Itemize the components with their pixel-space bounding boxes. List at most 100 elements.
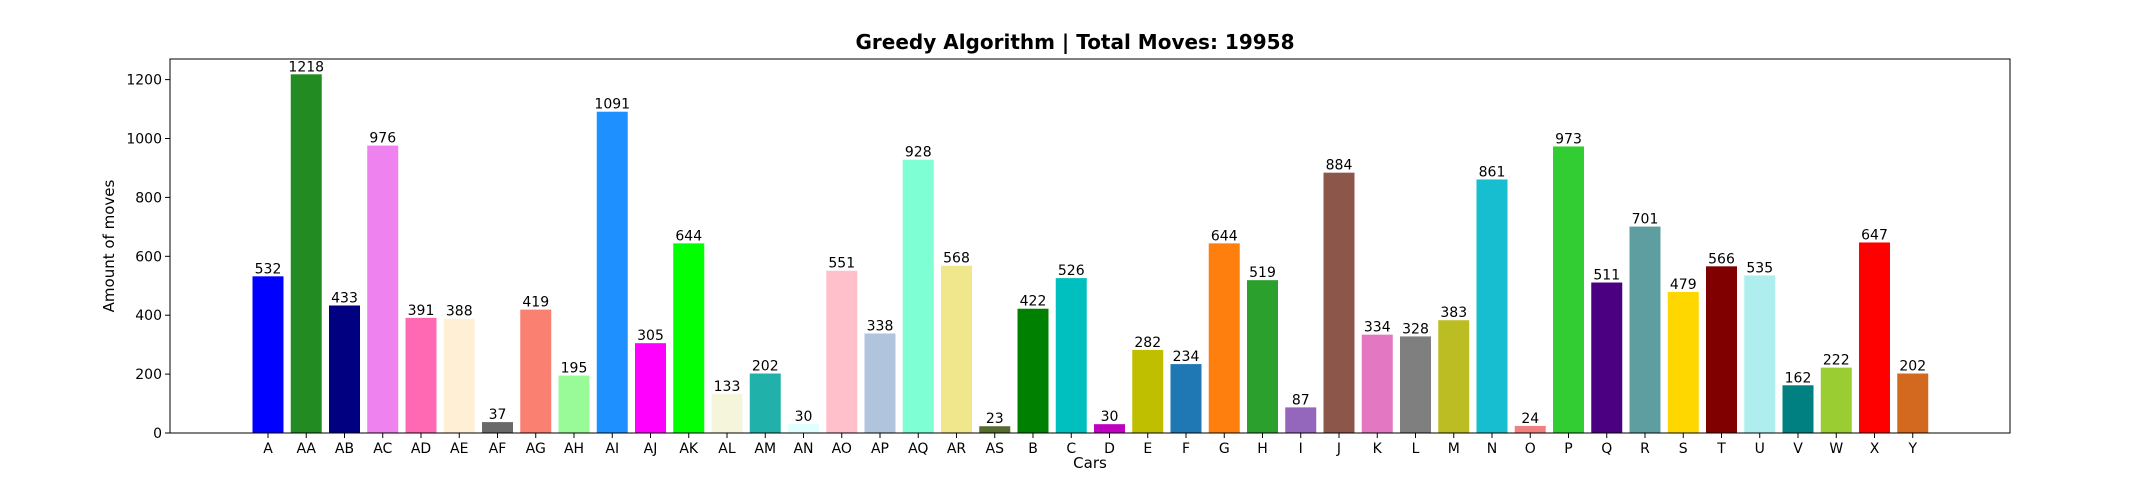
- bar-p: [1553, 146, 1584, 433]
- x-tick-label-i: I: [1299, 441, 1303, 457]
- data-label-a: 532: [255, 261, 282, 277]
- bar-ao: [826, 270, 858, 433]
- data-label-o: 24: [1521, 411, 1539, 427]
- data-label-b: 422: [1020, 294, 1047, 310]
- chart-title: Greedy Algorithm | Total Moves: 19958: [856, 30, 1295, 54]
- data-label-q: 511: [1593, 268, 1620, 284]
- data-label-i: 87: [1292, 392, 1310, 408]
- x-tick-label-ao: AO: [832, 441, 852, 457]
- bar-al: [711, 393, 743, 433]
- data-label-aa: 1218: [288, 59, 324, 75]
- data-label-ae: 388: [446, 304, 473, 320]
- data-label-n: 861: [1479, 164, 1506, 180]
- data-label-h: 519: [1249, 265, 1276, 281]
- data-label-v: 162: [1785, 370, 1812, 386]
- x-tick-label-an: AN: [793, 441, 813, 457]
- x-tick-label-f: F: [1182, 441, 1190, 457]
- bar-j: [1323, 172, 1355, 434]
- y-tick-label-800: 800: [135, 190, 162, 206]
- x-tick-label-c: C: [1066, 441, 1076, 457]
- data-label-ah: 195: [561, 361, 588, 377]
- x-tick-label-g: G: [1219, 441, 1230, 457]
- x-tick-label-x: X: [1870, 441, 1880, 457]
- bar-aa: [290, 74, 322, 433]
- bar-ag: [520, 309, 552, 433]
- bar-m: [1438, 320, 1470, 433]
- x-tick-label-a: A: [263, 441, 273, 457]
- data-label-ai: 1091: [594, 97, 630, 113]
- y-axis-ticks: 0 200 400 600 800 1000 1200: [126, 73, 170, 442]
- bar-k: [1361, 334, 1393, 433]
- x-tick-label-ae: AE: [450, 441, 468, 457]
- x-tick-label-ai: AI: [605, 441, 619, 457]
- bar-af: [482, 422, 513, 433]
- data-label-ad: 391: [408, 303, 435, 319]
- bar-a: [252, 276, 284, 433]
- y-tick-label-1000: 1000: [126, 132, 162, 148]
- data-label-e: 282: [1134, 335, 1161, 351]
- x-tick-label-l: L: [1412, 441, 1420, 457]
- bar-h: [1247, 280, 1278, 433]
- data-label-am: 202: [752, 359, 779, 375]
- data-label-g: 644: [1211, 228, 1238, 244]
- data-label-f: 234: [1173, 349, 1200, 365]
- data-label-w: 222: [1823, 353, 1850, 369]
- bar-ai: [596, 111, 628, 434]
- data-label-d: 30: [1101, 409, 1119, 425]
- x-tick-label-u: U: [1755, 441, 1765, 457]
- x-tick-label-as: AS: [986, 441, 1005, 457]
- data-label-ar: 568: [943, 251, 970, 267]
- bar-ak: [673, 243, 705, 433]
- x-tick-label-b: B: [1028, 441, 1038, 457]
- bar-ae: [443, 318, 475, 433]
- x-tick-label-d: D: [1104, 441, 1115, 457]
- data-label-ap: 338: [867, 318, 894, 334]
- data-label-l: 328: [1402, 321, 1429, 337]
- x-tick-label-ab: AB: [335, 441, 354, 457]
- x-tick-label-p: P: [1564, 441, 1572, 457]
- x-tick-label-ak: AK: [679, 441, 699, 457]
- bar-d: [1094, 424, 1125, 433]
- data-label-af: 37: [489, 407, 507, 423]
- bar-ab: [329, 305, 360, 433]
- bar-ad: [405, 317, 437, 433]
- bar-t: [1706, 266, 1737, 433]
- data-label-u: 535: [1746, 260, 1773, 276]
- x-axis-ticks: A AA AB AC AD AE AF AG AH AI AJ AK AL AM AN AO AP AQ AR AS B…: [263, 433, 1917, 457]
- data-label-aj: 305: [637, 328, 664, 344]
- x-tick-label-w: W: [1829, 441, 1843, 457]
- plot-frame: [169, 58, 2011, 434]
- data-label-r: 701: [1632, 212, 1659, 228]
- bar-ar: [941, 265, 972, 433]
- x-tick-label-ad: AD: [411, 441, 431, 457]
- x-tick-label-k: K: [1373, 441, 1383, 457]
- bar-e: [1132, 349, 1164, 433]
- bar-y: [1897, 373, 1929, 433]
- bar-c: [1055, 278, 1087, 433]
- y-tick-label-600: 600: [135, 249, 162, 265]
- bar-u: [1744, 275, 1776, 433]
- x-tick-label-m: M: [1448, 441, 1460, 457]
- bar-w: [1820, 367, 1852, 433]
- data-label-as: 23: [986, 411, 1004, 427]
- data-label-ag: 419: [522, 295, 549, 311]
- x-tick-label-ap: AP: [871, 441, 889, 457]
- x-tick-label-aj: AJ: [644, 441, 658, 457]
- x-tick-label-t: T: [1716, 441, 1726, 457]
- data-label-aq: 928: [905, 145, 932, 161]
- bar-g: [1208, 243, 1240, 433]
- x-tick-label-o: O: [1525, 441, 1536, 457]
- data-label-j: 884: [1326, 158, 1353, 174]
- data-label-x: 647: [1861, 227, 1888, 243]
- bar-am: [749, 373, 781, 433]
- bar-v: [1782, 385, 1814, 433]
- data-label-ac: 976: [369, 131, 396, 147]
- x-tick-label-j: J: [1336, 441, 1341, 457]
- x-tick-label-s: S: [1679, 441, 1688, 457]
- y-tick-label-200: 200: [135, 367, 162, 383]
- x-axis-label: Cars: [1073, 454, 1107, 472]
- bar-b: [1017, 308, 1049, 433]
- data-label-ab: 433: [331, 290, 358, 306]
- data-label-y: 202: [1899, 359, 1926, 375]
